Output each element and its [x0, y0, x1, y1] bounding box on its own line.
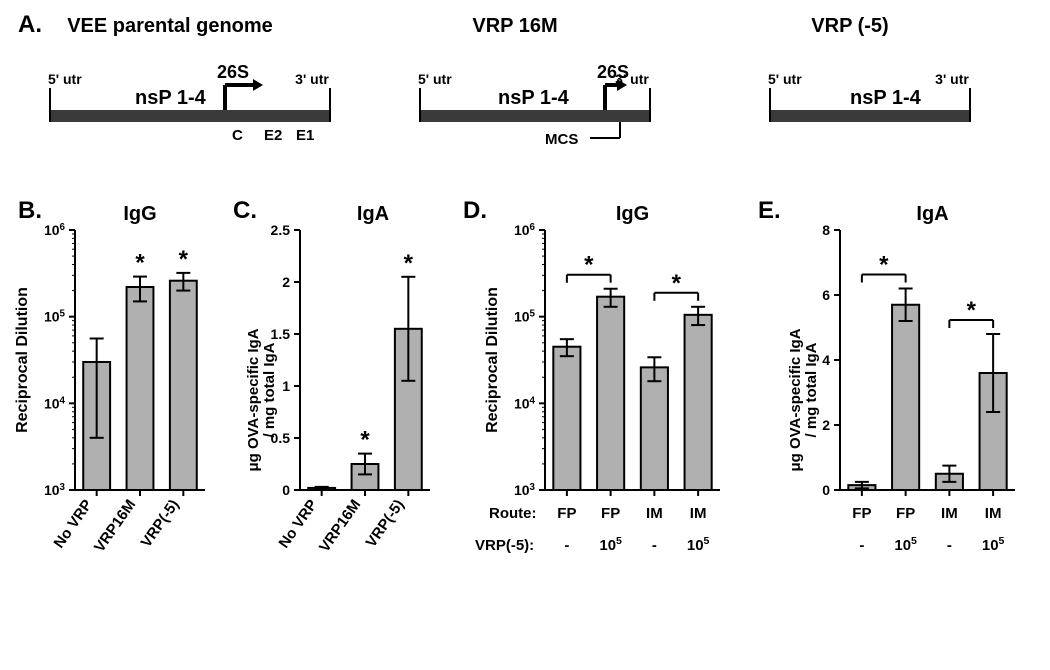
route-value: FP [557, 505, 576, 522]
svg-text:8: 8 [822, 222, 830, 238]
route-value: IM [646, 505, 663, 522]
svg-text:1.5: 1.5 [271, 326, 291, 342]
xlabel: VRP(-5) [363, 497, 408, 551]
panel-e-label: E. [758, 197, 781, 224]
route-value: IM [690, 505, 707, 522]
struct-gene-label: C [232, 127, 243, 144]
promoter-label: 26S [217, 62, 249, 82]
panel-d-label: D. [463, 197, 487, 224]
sig-star: * [360, 427, 370, 454]
panel-c-label: C. [233, 197, 257, 224]
xlabel: No VRP [50, 497, 95, 552]
panel-b-ylabel: Reciprocal Dilution [14, 287, 31, 433]
utr5-label: 5' utr [418, 71, 452, 87]
panel-c-ylabel2: / mg total IgA [261, 342, 278, 437]
route-value: IM [941, 505, 958, 522]
promoter-label: 26S [597, 62, 629, 82]
xlabel: No VRP [275, 497, 320, 552]
vrp-label: VRP(-5): [475, 537, 534, 554]
vrp-value: - [947, 537, 952, 554]
xlabel: VRP(-5) [138, 497, 183, 551]
panel-a-label: A. [18, 11, 42, 38]
struct-gene-label: E1 [296, 127, 314, 144]
svg-text:104: 104 [514, 395, 536, 412]
svg-text:106: 106 [514, 222, 536, 239]
svg-text:1: 1 [282, 378, 290, 394]
utr5-label: 5' utr [48, 71, 82, 87]
bar [685, 315, 712, 490]
svg-text:2: 2 [282, 274, 290, 290]
bar [892, 305, 919, 490]
nsp-label: nsP 1-4 [135, 87, 207, 109]
vrp-value: 105 [982, 535, 1005, 554]
sig-star: * [135, 250, 145, 277]
vrp-value: 105 [894, 535, 917, 554]
svg-text:*: * [672, 270, 682, 297]
panel-c-ylabel1: μg OVA-specific IgA [245, 328, 262, 471]
struct-gene-label: E2 [264, 127, 282, 144]
panel-c-chart: 00.511.522.5** [271, 222, 430, 498]
panel-e-ylabel1: μg OVA-specific IgA [787, 328, 804, 471]
route-label: Route: [489, 505, 537, 522]
svg-text:103: 103 [44, 482, 66, 499]
utr5-label: 5' utr [768, 71, 802, 87]
panel-d-title: IgG [616, 203, 649, 225]
genome-bar [770, 110, 970, 122]
route-value: FP [896, 505, 915, 522]
vrp-value: - [564, 537, 569, 554]
panel-e-title: IgA [916, 203, 948, 225]
vrp-value: - [859, 537, 864, 554]
svg-text:103: 103 [514, 482, 536, 499]
panel-e-chart: 0 2 4 6 8 * * [822, 222, 1015, 498]
figure: A. VEE parental genome 5' utr 3' utr nsP 1-4… [0, 0, 1050, 670]
panel-b-title: IgG [123, 203, 156, 225]
svg-text:*: * [879, 252, 889, 279]
svg-text:0: 0 [282, 482, 290, 498]
svg-text:104: 104 [44, 395, 66, 412]
svg-text:105: 105 [514, 308, 536, 325]
xlabel: VRP16M [316, 497, 364, 556]
genome-bar [420, 110, 650, 122]
bar [597, 297, 624, 490]
genome-bar [50, 110, 330, 122]
vrp-value: 105 [599, 535, 622, 554]
panel-e-ylabel2: / mg total IgA [803, 342, 820, 437]
panel-b-chart: 103 104 105 106 * * [44, 222, 205, 499]
mcs-label: MCS [545, 131, 578, 148]
svg-text:*: * [584, 252, 594, 279]
vrp-value: 105 [687, 535, 710, 554]
svg-text:2: 2 [822, 417, 830, 433]
construct-title: VRP (-5) [811, 15, 888, 37]
utr3-label: 3' utr [935, 71, 969, 87]
svg-text:0: 0 [822, 482, 830, 498]
bar [641, 367, 668, 490]
svg-text:106: 106 [44, 222, 66, 239]
route-value: IM [985, 505, 1002, 522]
bar [127, 287, 154, 490]
bar [170, 281, 197, 490]
bar [553, 347, 580, 490]
route-value: FP [601, 505, 620, 522]
nsp-label: nsP 1-4 [850, 87, 922, 109]
svg-text:*: * [967, 297, 977, 324]
svg-text:4: 4 [822, 352, 830, 368]
vrp-value: - [652, 537, 657, 554]
svg-text:105: 105 [44, 308, 66, 325]
construct-title: VEE parental genome [67, 15, 273, 37]
panel-d-chart: 103 104 105 106 * * [514, 222, 720, 499]
xlabel: VRP16M [91, 497, 139, 556]
nsp-label: nsP 1-4 [498, 87, 570, 109]
panel-d-ylabel: Reciprocal Dilution [484, 287, 501, 433]
sig-star: * [179, 246, 189, 273]
sig-star: * [404, 250, 414, 277]
construct-title: VRP 16M [472, 15, 557, 37]
route-value: FP [852, 505, 871, 522]
svg-text:2.5: 2.5 [271, 222, 291, 238]
panel-c-title: IgA [357, 203, 389, 225]
svg-text:6: 6 [822, 287, 830, 303]
utr3-label: 3' utr [295, 71, 329, 87]
panel-b-label: B. [18, 197, 42, 224]
